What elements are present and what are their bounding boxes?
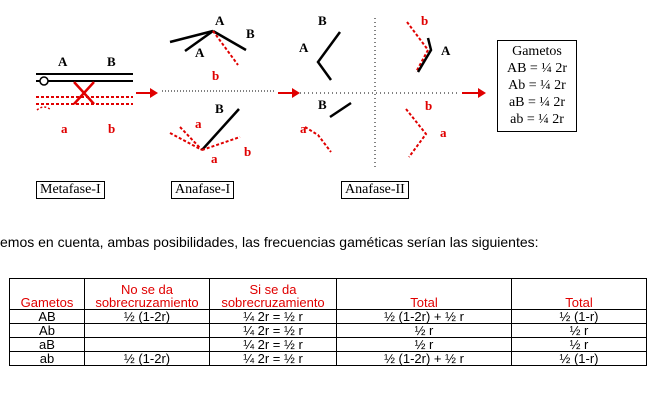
ana2-label-B-bl: B [318, 97, 327, 112]
cell: ¼ 2r = ½ r [209, 309, 337, 324]
ana1-label-A-top: A [215, 13, 225, 28]
ana2-label-A-tr: A [441, 43, 451, 58]
ana2-label-b-br: b [425, 98, 432, 113]
cell: ½ r [511, 337, 647, 352]
ana1-label-B-bot: B [215, 101, 224, 116]
meiosis-diagram: A B a b A B A b B a a b [36, 13, 486, 170]
cell: ¼ 2r = ½ r [209, 323, 337, 338]
table-row: Ab ¼ 2r = ½ r ½ r ½ r [9, 323, 647, 338]
anafase-ii-chromatids [304, 21, 433, 158]
header-total-2: Total [511, 278, 647, 310]
table-row: aB ¼ 2r = ½ r ½ r ½ r [9, 337, 647, 352]
frequency-table: Gametos No se da sobrecruzamiento Si se d… [9, 278, 647, 366]
ana2-label-A-tl: A [299, 40, 309, 55]
arrow-2 [278, 88, 300, 98]
gametos-line: ab = ¼ 2r [510, 112, 564, 127]
cell [84, 323, 210, 338]
cell: ½ (1-2r) + ½ r [336, 351, 512, 366]
cell [84, 337, 210, 352]
stage-label-anafase-i: Anafase-I [171, 181, 235, 199]
cell: ½ (1-2r) + ½ r [336, 309, 512, 324]
table-row: AB ½ (1-2r) ¼ 2r = ½ r ½ (1-2r) + ½ r ½ … [9, 309, 647, 324]
cell: ¼ 2r = ½ r [209, 337, 337, 352]
gametos-title: Gametos [512, 44, 562, 59]
cell: ¼ 2r = ½ r [209, 351, 337, 366]
ana1-label-B-top: B [246, 26, 255, 41]
cell: ½ (1-r) [511, 309, 647, 324]
ana2-label-B-tl: B [318, 13, 327, 28]
ana2-label-a-bl: a [300, 121, 307, 136]
gametos-line: Ab = ¼ 2r [508, 78, 566, 93]
header-no-sobrecruzamiento: No se da sobrecruzamiento [84, 278, 210, 310]
ana2-label-a-br: a [440, 125, 447, 140]
cell: aB [9, 337, 85, 352]
ana1-label-a-bot2: a [211, 151, 218, 166]
ana2-label-b-tr: b [421, 13, 428, 28]
caption-text: emos en cuenta, ambas posibilidades, las… [0, 234, 539, 250]
gametos-box: Gametos AB = ¼ 2r Ab = ¼ 2r aB = ¼ 2r ab… [497, 40, 577, 132]
gametos-line: aB = ¼ 2r [508, 95, 566, 110]
meta-label-b: b [108, 121, 115, 136]
anafase-i-top [169, 29, 247, 66]
ana1-label-A-mid: A [195, 45, 205, 60]
cell: ½ r [336, 337, 512, 352]
header-gametos: Gametos [9, 278, 85, 310]
cell: AB [9, 309, 85, 324]
cell: ab [9, 351, 85, 366]
meta-label-A: A [58, 54, 68, 69]
arrow-3 [462, 88, 486, 98]
header-si-sobrecruzamiento: Si se da sobrecruzamiento [209, 278, 337, 310]
table-row: ab ½ (1-2r) ¼ 2r = ½ r ½ (1-2r) + ½ r ½ … [9, 351, 647, 366]
cell: Ab [9, 323, 85, 338]
cell: ½ (1-2r) [84, 309, 210, 324]
arrow-1 [136, 88, 158, 98]
cell: ½ r [336, 323, 512, 338]
metafase-chromosomes [36, 73, 133, 111]
stage-label-anafase-ii: Anafase-II [341, 181, 409, 199]
cell: ½ r [511, 323, 647, 338]
gametos-line: AB = ¼ 2r [506, 61, 567, 76]
meta-label-B: B [107, 54, 116, 69]
ana1-label-b-bot: b [244, 144, 251, 159]
cell: ½ (1-2r) [84, 351, 210, 366]
header-total-1: Total [336, 278, 512, 310]
meta-label-a: a [61, 121, 68, 136]
cell: ½ (1-r) [511, 351, 647, 366]
anafase-i-bottom [169, 108, 241, 151]
ana1-label-a-bot1: a [195, 116, 202, 131]
table-header-row: Gametos No se da sobrecruzamiento Si se d… [9, 278, 647, 310]
ana1-label-b-top: b [212, 68, 219, 83]
stage-label-metafase-i: Metafase-I [36, 181, 105, 199]
